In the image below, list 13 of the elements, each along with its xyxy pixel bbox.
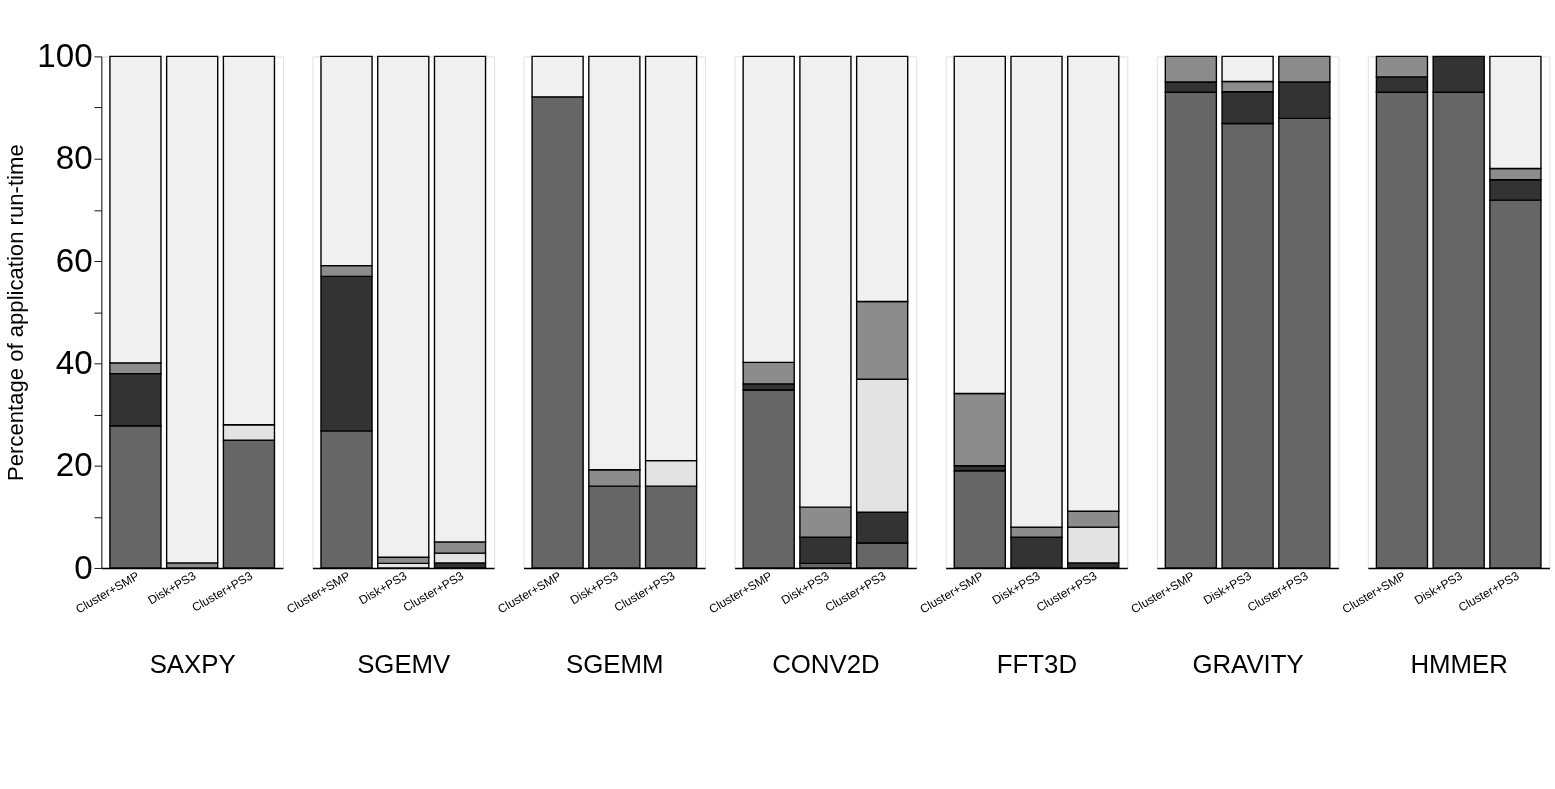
x-axis-title: SAXPY — [149, 650, 236, 679]
x-axis-title: SGEMV — [357, 650, 452, 679]
y-tick-label: 20 — [55, 446, 93, 484]
x-axis-title: SGEMM — [566, 650, 664, 679]
x-axis-title: GRAVITY — [1192, 650, 1304, 679]
y-tick-label: 100 — [37, 37, 93, 75]
y-tick-label: 60 — [55, 241, 93, 279]
y-tick-label: 40 — [55, 343, 93, 381]
x-axis-title: HMMER — [1410, 650, 1508, 679]
y-tick-label: 80 — [55, 139, 93, 177]
x-axis-title: CONV2D — [772, 650, 880, 679]
x-axis-title: FFT3D — [996, 650, 1078, 679]
y-axis-title: Percentage of application run-time — [3, 144, 29, 482]
